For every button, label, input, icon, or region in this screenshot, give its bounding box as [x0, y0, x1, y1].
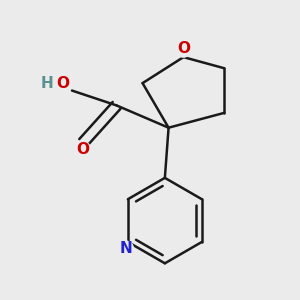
Text: N: N	[120, 241, 132, 256]
Text: O: O	[56, 76, 69, 92]
Circle shape	[118, 241, 134, 256]
Circle shape	[175, 41, 192, 57]
Text: H: H	[40, 76, 53, 92]
Circle shape	[41, 78, 53, 90]
Text: O: O	[177, 41, 190, 56]
Text: O: O	[76, 142, 90, 157]
Circle shape	[76, 142, 91, 157]
Circle shape	[56, 77, 69, 91]
